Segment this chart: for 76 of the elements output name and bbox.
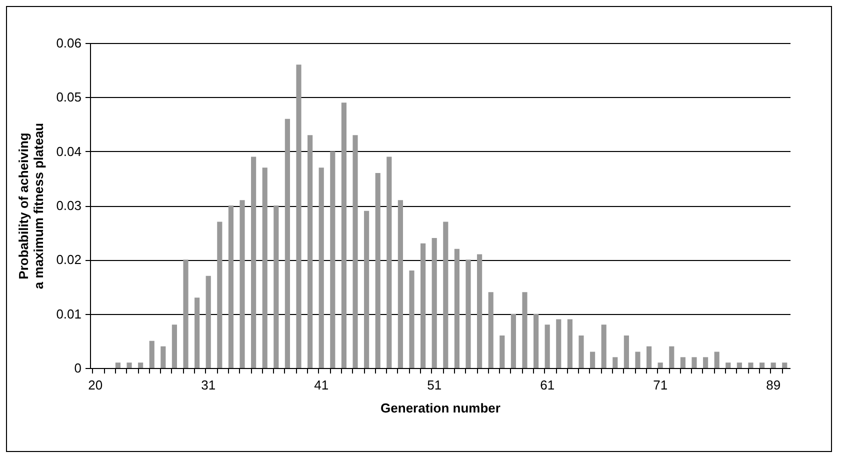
x-tick-label: 89 <box>766 378 781 392</box>
y-tick-label: 0.02 <box>56 252 82 268</box>
bar <box>183 260 188 368</box>
x-tick-label: 71 <box>653 378 668 392</box>
bar <box>477 254 482 368</box>
bar <box>578 336 584 368</box>
y-tick-label: 0.05 <box>56 90 82 105</box>
bar <box>736 362 742 368</box>
x-tick-label: 20 <box>88 378 103 392</box>
y-tick-label: 0.04 <box>56 144 82 159</box>
bar <box>126 362 132 368</box>
bar <box>115 362 121 368</box>
bar <box>680 357 686 368</box>
bar <box>646 346 652 368</box>
x-tick-label: 31 <box>201 378 216 392</box>
bar <box>635 352 640 368</box>
bar <box>364 210 370 368</box>
bar <box>217 222 222 368</box>
x-tick-label: 61 <box>540 378 555 392</box>
bar <box>341 102 346 368</box>
y-tick-label: 0.03 <box>56 198 82 213</box>
bar <box>251 156 256 368</box>
bar <box>488 292 494 368</box>
bar <box>398 200 403 368</box>
bar <box>782 362 788 368</box>
bar <box>352 135 358 368</box>
bar <box>612 357 618 368</box>
y-axis-title: Probability of acheiving a maximum fitness plateau <box>16 122 46 290</box>
y-tick-label: 0.06 <box>56 36 82 50</box>
bar <box>262 168 268 368</box>
bar <box>466 260 471 368</box>
bar <box>443 222 448 368</box>
x-axis-title: Generation number <box>380 400 500 416</box>
bar <box>330 151 336 368</box>
bar <box>308 135 313 368</box>
bar <box>206 276 211 368</box>
bar <box>702 357 708 368</box>
bar <box>160 346 166 368</box>
bar <box>228 206 234 368</box>
bar <box>567 319 572 368</box>
bar <box>172 324 178 368</box>
bar <box>386 156 392 368</box>
bar <box>318 168 324 368</box>
bar <box>692 357 697 368</box>
x-tick-label: 41 <box>314 378 329 392</box>
bar <box>714 352 720 368</box>
x-tick-label: 51 <box>427 378 442 392</box>
bar <box>420 243 426 368</box>
bar <box>409 270 414 368</box>
bar <box>658 362 663 368</box>
bar <box>138 362 144 368</box>
bar <box>500 336 505 368</box>
bar <box>149 340 154 368</box>
bar <box>748 362 754 368</box>
y-tick-label: 0 <box>74 360 82 376</box>
y-tick-label: 0.01 <box>56 306 82 322</box>
bar <box>624 336 629 368</box>
bar <box>601 324 606 368</box>
bar <box>510 314 516 368</box>
bar <box>522 292 528 368</box>
bar <box>534 314 539 368</box>
bar <box>240 200 245 368</box>
bar <box>284 118 290 368</box>
bar <box>296 64 302 368</box>
bar <box>454 248 460 368</box>
bar <box>194 298 200 368</box>
bar <box>669 346 674 368</box>
bar <box>544 324 550 368</box>
bar <box>274 206 279 368</box>
bar <box>590 352 596 368</box>
bar <box>726 362 731 368</box>
bar <box>556 319 562 368</box>
bar <box>432 238 437 368</box>
bar <box>759 362 765 368</box>
bar <box>770 362 776 368</box>
bar <box>375 173 380 368</box>
